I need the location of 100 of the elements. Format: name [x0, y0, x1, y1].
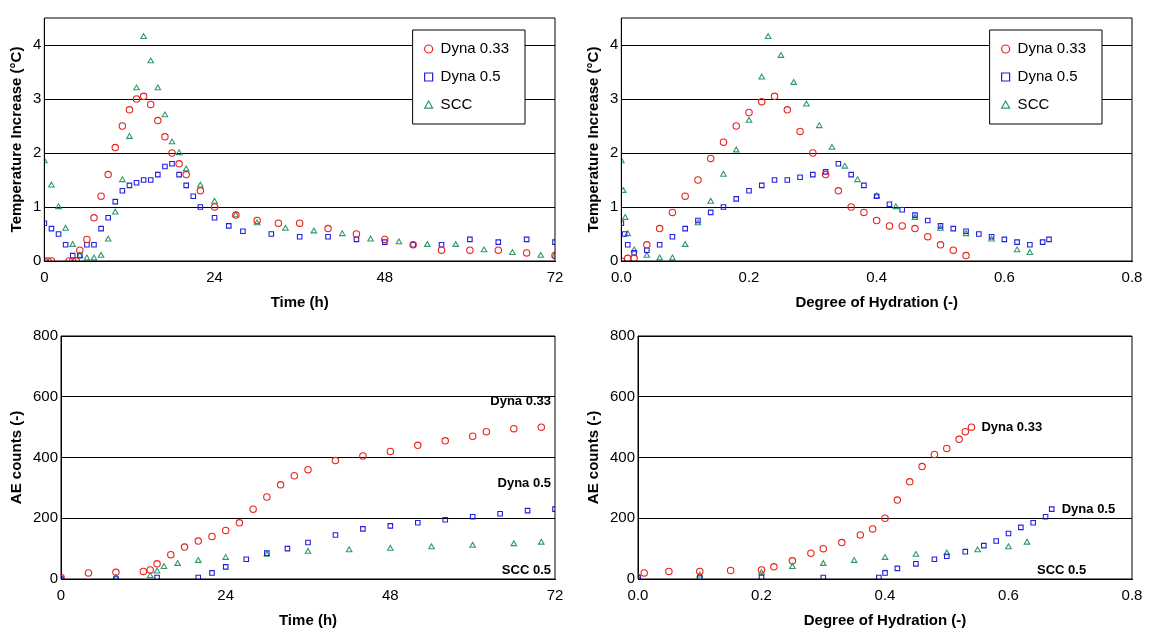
- point: [284, 545, 291, 552]
- y-tick-label: 1: [33, 197, 42, 215]
- point: [854, 176, 861, 183]
- point: [788, 557, 797, 565]
- point: [381, 239, 388, 245]
- point: [955, 435, 963, 444]
- point: [168, 149, 176, 157]
- point: [162, 163, 168, 170]
- point: [1014, 239, 1020, 245]
- y-tick-label: 200: [33, 508, 59, 526]
- point: [828, 143, 836, 150]
- y-tick-label: 800: [33, 326, 59, 344]
- point: [822, 169, 829, 175]
- point: [83, 254, 91, 261]
- point: [222, 553, 230, 560]
- point: [981, 542, 987, 549]
- point: [899, 206, 906, 213]
- point: [139, 92, 148, 101]
- point: [263, 493, 271, 501]
- series-label: SCC 0.5: [1037, 562, 1087, 578]
- point: [62, 241, 69, 248]
- point: [810, 171, 816, 178]
- point: [783, 106, 792, 114]
- point: [696, 567, 704, 576]
- point: [147, 177, 154, 183]
- point: [353, 236, 360, 243]
- point: [240, 228, 246, 235]
- y-axis-title: Temperature Increase (°C): [584, 46, 602, 233]
- legend-label: Dyna 0.33: [1017, 39, 1087, 57]
- point: [720, 170, 727, 177]
- point: [841, 162, 849, 169]
- point: [352, 230, 361, 238]
- y-tick-label: 2: [610, 143, 619, 161]
- point: [930, 450, 939, 459]
- point: [126, 182, 133, 189]
- point: [912, 550, 920, 557]
- point: [305, 539, 311, 546]
- point: [993, 538, 999, 544]
- x-tick-label: 0.8: [1121, 268, 1143, 286]
- point: [48, 181, 55, 188]
- point: [55, 203, 62, 210]
- point: [974, 546, 981, 553]
- point: [140, 177, 147, 183]
- point: [221, 526, 230, 535]
- x-tick-label: 0.6: [993, 268, 1015, 286]
- x-tick-label: 0.2: [751, 586, 772, 604]
- point: [898, 222, 906, 230]
- point: [1005, 530, 1012, 537]
- point: [881, 553, 889, 560]
- x-tick-label: 24: [217, 586, 235, 604]
- point: [719, 138, 728, 146]
- y-tick-label: 0: [610, 251, 619, 269]
- point: [665, 567, 673, 576]
- point: [621, 187, 627, 193]
- point: [1026, 249, 1034, 256]
- point: [838, 538, 846, 547]
- point: [296, 233, 303, 240]
- x-axis-title: Degree of Hydration (-): [803, 611, 967, 629]
- point: [732, 122, 740, 130]
- point: [621, 214, 629, 220]
- point: [146, 572, 154, 579]
- point: [656, 241, 663, 248]
- point: [211, 197, 218, 204]
- point: [815, 122, 823, 129]
- point: [886, 201, 893, 208]
- point: [182, 170, 190, 179]
- point: [819, 560, 827, 566]
- point: [962, 548, 969, 555]
- point: [153, 567, 161, 574]
- point: [146, 100, 155, 109]
- y-tick-label: 800: [610, 326, 636, 344]
- point: [669, 254, 676, 261]
- point: [809, 149, 817, 157]
- point: [111, 143, 120, 152]
- point: [160, 563, 168, 569]
- point: [154, 574, 160, 579]
- point: [643, 241, 651, 249]
- point: [48, 225, 55, 232]
- point: [69, 241, 77, 247]
- y-tick-label: 3: [610, 89, 619, 107]
- point: [104, 170, 112, 179]
- point: [97, 251, 105, 258]
- point: [83, 235, 91, 244]
- point: [91, 241, 97, 248]
- point: [848, 171, 854, 178]
- point: [84, 241, 90, 248]
- legend-label: Dyna 0.5: [440, 67, 501, 85]
- x-tick-label: 0.0: [610, 268, 632, 286]
- point: [745, 108, 753, 117]
- point: [424, 241, 431, 247]
- point: [174, 560, 181, 566]
- point: [105, 214, 111, 221]
- point: [345, 546, 353, 553]
- point: [510, 424, 518, 433]
- point: [139, 567, 148, 576]
- point: [931, 556, 938, 563]
- point: [893, 496, 902, 504]
- point: [962, 251, 970, 260]
- point: [125, 106, 134, 114]
- point: [155, 171, 161, 178]
